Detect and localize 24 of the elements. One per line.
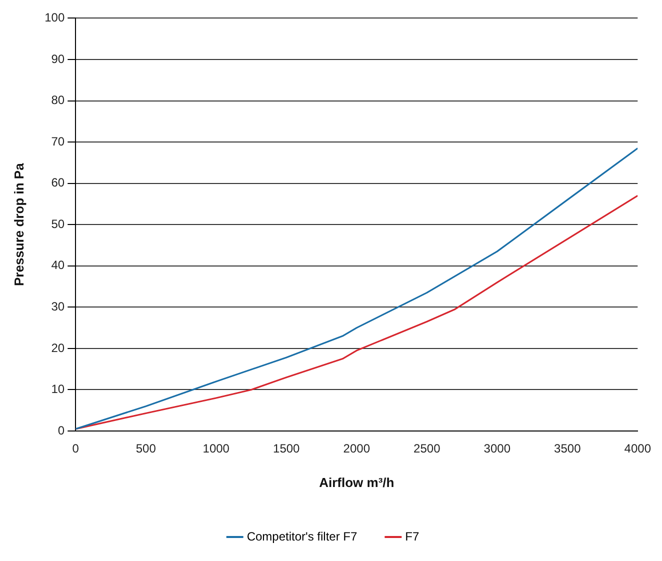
x-tick-label: 1500 bbox=[273, 442, 300, 456]
y-tick-label: 80 bbox=[51, 93, 65, 108]
y-tick-label: 40 bbox=[51, 258, 65, 272]
x-axis-title: Airflow m³/h bbox=[319, 474, 394, 490]
y-axis-title: Pressure drop in Pa bbox=[11, 162, 26, 286]
y-tick-label: 70 bbox=[51, 134, 65, 148]
y-tick-label: 0 bbox=[58, 423, 65, 438]
x-tick-label: 3000 bbox=[484, 442, 511, 456]
y-tick-label: 90 bbox=[51, 52, 65, 66]
x-tick-label: 4000 bbox=[624, 442, 652, 456]
y-tick-label: 60 bbox=[51, 176, 65, 190]
x-tick-label: 1000 bbox=[202, 442, 230, 456]
y-tick-label: 20 bbox=[51, 340, 65, 355]
x-tick-label: 3500 bbox=[554, 442, 582, 456]
y-tick-label: 10 bbox=[51, 382, 65, 396]
legend-label: F7 bbox=[405, 529, 420, 544]
x-tick-label: 2000 bbox=[343, 442, 370, 456]
y-tick-label: 30 bbox=[51, 299, 65, 314]
x-tick-label: 2500 bbox=[414, 442, 441, 456]
x-tick-label: 500 bbox=[136, 442, 156, 456]
y-tick-label: 50 bbox=[51, 216, 65, 231]
legend-label: Competitor's filter F7 bbox=[246, 529, 358, 544]
x-tick-label: 0 bbox=[72, 442, 80, 456]
y-tick-label: 100 bbox=[44, 10, 65, 25]
